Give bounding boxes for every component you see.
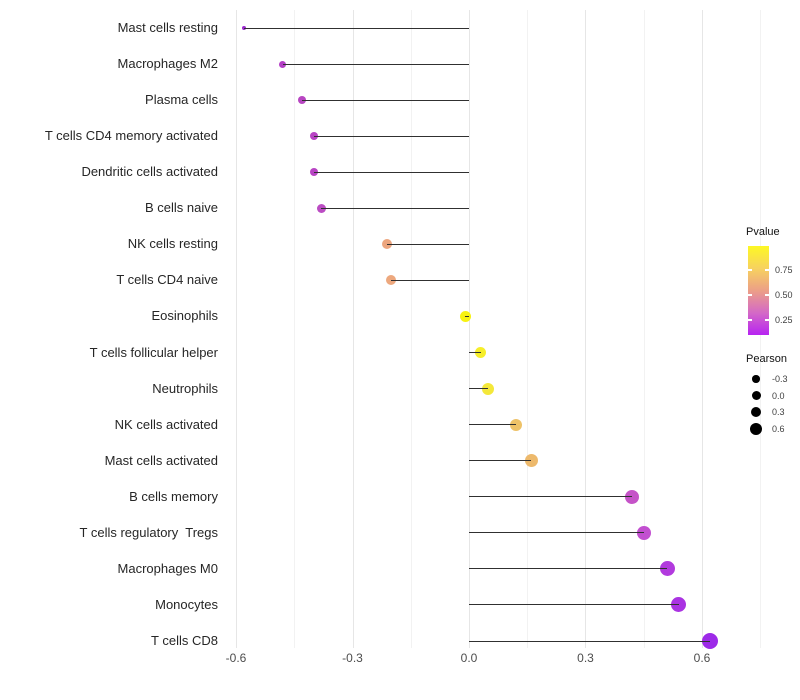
gridline-major <box>469 10 470 648</box>
stem-line <box>465 315 469 317</box>
stem-line <box>313 171 469 173</box>
stem-line <box>469 496 633 498</box>
y-axis-label: B cells memory <box>129 488 218 504</box>
size-legend-dot <box>750 423 762 435</box>
size-legend-label: -0.3 <box>772 374 788 384</box>
x-tick-label: 0.3 <box>577 651 594 665</box>
colorbar-tick <box>748 319 752 321</box>
y-axis-label: Macrophages M0 <box>117 560 218 576</box>
y-axis-label: Eosinophils <box>151 308 219 324</box>
data-point <box>659 561 675 577</box>
colorbar-tick <box>748 294 752 296</box>
colorbar-tick <box>765 269 769 271</box>
y-axis-label: Neutrophils <box>152 380 218 396</box>
y-axis-label: Dendritic cells activated <box>81 164 218 180</box>
stem-line <box>469 388 489 390</box>
gridline-minor <box>643 10 645 648</box>
stem-line <box>469 640 710 642</box>
stem-line <box>469 568 668 570</box>
stem-line <box>469 604 679 606</box>
x-tick-label: -0.3 <box>342 651 363 665</box>
legend-pvalue-title: Pvalue <box>746 226 780 238</box>
gridline-major <box>701 10 703 648</box>
gridline-minor <box>294 10 296 648</box>
y-axis-label: NK cells resting <box>127 236 218 252</box>
colorbar-tick-label: 0.25 <box>775 315 793 325</box>
y-axis-label: Mast cells resting <box>117 20 218 35</box>
stem-line <box>243 27 469 29</box>
y-axis-label: Monocytes <box>155 596 218 612</box>
colorbar-tick-label: 0.75 <box>775 265 793 275</box>
data-point <box>671 597 687 613</box>
data-point <box>524 454 538 468</box>
stem-line <box>469 532 644 534</box>
data-point <box>636 525 651 540</box>
size-legend-label: 0.6 <box>772 424 785 434</box>
y-axis-label: T cells CD8 <box>151 633 218 649</box>
gridline-major <box>236 10 237 648</box>
stem-line <box>469 352 481 354</box>
gridline-major <box>585 10 587 648</box>
y-axis-label: B cells naive <box>145 200 218 216</box>
data-point <box>625 489 640 504</box>
gridline-minor <box>527 10 529 648</box>
y-axis-label: T cells CD4 naive <box>116 272 218 288</box>
legend-pearson-title: Pearson <box>746 353 787 365</box>
data-point <box>475 347 487 359</box>
data-point <box>509 418 522 431</box>
y-axis-label: Plasma cells <box>145 92 218 108</box>
y-axis-label: Mast cells activated <box>104 452 218 468</box>
y-axis-label: Macrophages M2 <box>117 56 218 72</box>
stem-line <box>321 207 469 209</box>
colorbar-tick <box>765 319 769 321</box>
stem-line <box>302 99 469 101</box>
colorbar-tick <box>748 269 752 271</box>
x-tick-label: 0.0 <box>460 651 478 665</box>
y-axis-label: T cells follicular helper <box>89 344 218 360</box>
stem-line <box>469 424 516 426</box>
size-legend-dot <box>752 375 760 383</box>
y-axis-label: T cells CD4 memory activated <box>44 128 218 144</box>
stem-line <box>391 279 469 281</box>
colorbar-tick-label: 0.50 <box>775 290 793 300</box>
gridline-major <box>352 10 354 648</box>
data-point <box>701 633 718 650</box>
data-point <box>482 382 495 395</box>
size-legend-label: 0.0 <box>772 390 785 401</box>
x-tick-label: 0.6 <box>693 651 711 665</box>
stem-line <box>469 460 532 462</box>
stem-line <box>313 135 469 137</box>
y-axis-label: T cells regulatory Tregs <box>79 524 218 540</box>
stem-line <box>387 243 469 245</box>
colorbar-tick <box>765 294 769 296</box>
stem-line <box>282 63 469 65</box>
gridline-minor <box>410 10 412 648</box>
pvalue-colorbar <box>748 246 769 335</box>
y-axis-label: NK cells activated <box>114 416 218 432</box>
size-legend-label: 0.3 <box>772 407 785 417</box>
size-legend-dot <box>750 406 762 418</box>
size-legend-dot <box>751 391 761 400</box>
x-tick-label: -0.6 <box>225 651 247 665</box>
